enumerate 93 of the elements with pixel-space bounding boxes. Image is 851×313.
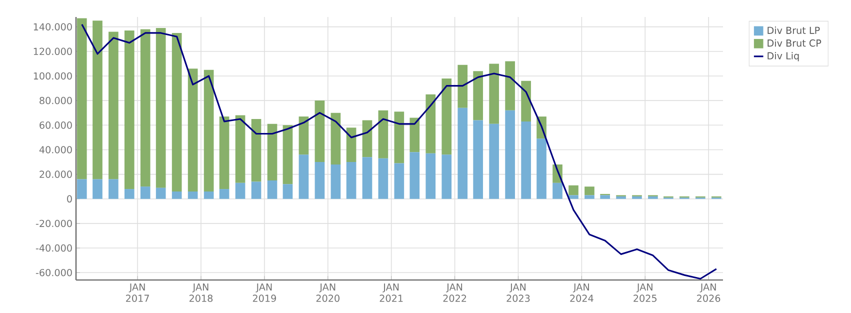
bar <box>600 195 610 199</box>
x-tick-label: JAN 2026 <box>697 283 720 302</box>
y-tick-label: 140.000 <box>34 23 72 30</box>
y-tick-label: 0 <box>67 195 72 202</box>
bar <box>219 116 230 190</box>
bar <box>536 138 546 199</box>
bar <box>92 179 102 199</box>
bar <box>219 189 230 199</box>
x-tick-label: JAN 2019 <box>252 283 276 302</box>
bar <box>521 121 531 199</box>
bar <box>489 124 499 199</box>
bar <box>584 195 594 199</box>
bar <box>362 120 372 158</box>
bar <box>298 154 309 199</box>
bar <box>314 100 325 162</box>
bar <box>346 162 356 199</box>
bar <box>394 112 404 164</box>
bar <box>521 80 531 122</box>
bar <box>156 28 166 188</box>
bar <box>648 196 658 199</box>
bar <box>362 157 372 199</box>
bar <box>616 196 626 199</box>
bar <box>204 70 214 192</box>
y-tick-label: -40.000 <box>36 244 72 252</box>
bar <box>140 186 150 199</box>
bar <box>458 108 468 199</box>
bar <box>251 182 262 199</box>
bar <box>568 195 578 199</box>
bar <box>235 182 246 199</box>
x-tick-label: JAN 2020 <box>316 283 340 302</box>
bar <box>394 163 404 199</box>
bar <box>426 153 436 199</box>
y-tick-label: 60.000 <box>40 122 72 129</box>
bar <box>442 154 452 199</box>
y-tick-label: 120.000 <box>34 48 72 56</box>
x-tick-label: JAN 2025 <box>634 283 656 302</box>
bar <box>426 94 436 154</box>
bar <box>298 116 309 155</box>
bar <box>188 192 198 199</box>
bar <box>552 182 562 199</box>
bar <box>156 188 166 199</box>
bar <box>489 64 499 124</box>
bar <box>378 110 388 158</box>
bar <box>235 115 246 183</box>
bar <box>568 185 578 196</box>
y-tick-label: 80.000 <box>40 96 72 104</box>
bar <box>76 179 87 199</box>
x-tick-label: JAN 2021 <box>380 283 403 302</box>
bar <box>378 158 388 199</box>
y-tick-label: -20.000 <box>36 220 72 228</box>
bar <box>282 125 293 184</box>
bar <box>267 124 278 180</box>
x-tick-label: JAN 2023 <box>506 283 530 302</box>
bar <box>172 32 182 192</box>
bar <box>188 68 198 192</box>
bar <box>92 20 102 180</box>
bar <box>442 78 452 155</box>
bar <box>330 164 341 199</box>
legend-label: Div Brut LP <box>768 26 820 34</box>
y-tick-label: -60.000 <box>36 268 72 276</box>
x-tick-label: JAN 2022 <box>443 283 466 302</box>
bar <box>108 179 118 199</box>
bar <box>172 192 182 199</box>
bar <box>267 180 278 199</box>
bar <box>346 128 356 162</box>
x-tick-label: JAN 2017 <box>126 283 149 302</box>
x-tick-label: JAN 2018 <box>189 283 213 302</box>
bar <box>505 110 515 199</box>
bar <box>204 192 214 199</box>
x-tick-label: JAN 2024 <box>570 283 594 302</box>
bar <box>282 184 293 199</box>
bar <box>124 30 134 190</box>
bar <box>314 162 325 199</box>
bar <box>505 61 515 110</box>
bar <box>473 71 483 120</box>
bar <box>124 189 134 199</box>
bar <box>458 64 468 108</box>
bar <box>584 186 594 196</box>
bar <box>251 118 262 182</box>
bar <box>410 118 420 152</box>
bar <box>330 112 341 164</box>
y-tick-label: 40.000 <box>39 146 72 154</box>
legend-label: Div Liq <box>768 52 799 62</box>
bar <box>140 29 150 187</box>
bar <box>108 32 118 180</box>
bar <box>410 152 420 199</box>
bar <box>632 196 642 199</box>
y-tick-label: 20.000 <box>40 170 72 178</box>
legend-label: Div Brut CP <box>768 39 822 47</box>
y-tick-label: 100.000 <box>34 72 72 80</box>
bar <box>473 120 483 199</box>
bar <box>76 18 87 180</box>
line-series <box>81 24 718 280</box>
